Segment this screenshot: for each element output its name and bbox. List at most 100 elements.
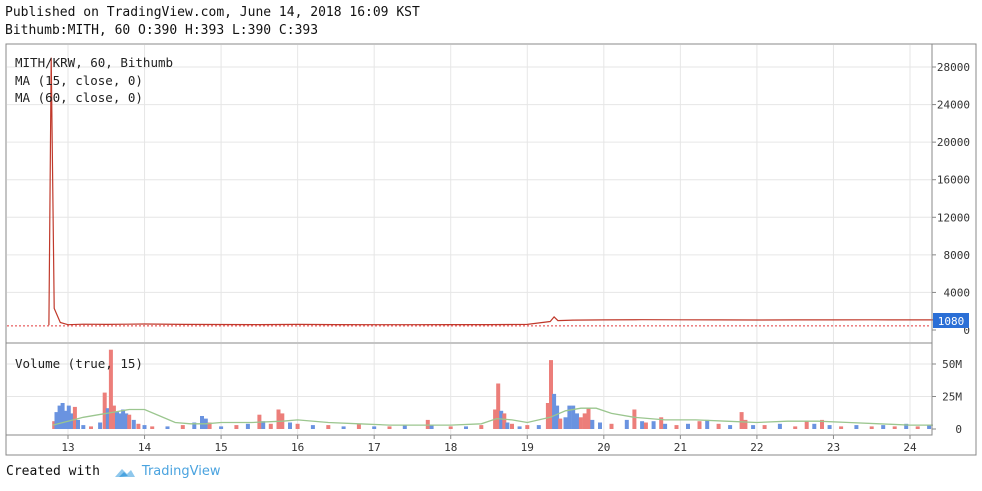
volume-bar (502, 413, 507, 429)
volume-bar (751, 425, 756, 429)
volume-bar (563, 417, 568, 429)
volume-bar (76, 419, 80, 429)
volume-bar (904, 423, 909, 429)
volume-bar (739, 412, 744, 429)
volume-bar (60, 403, 65, 429)
volume-bar (448, 426, 453, 429)
volume-bar (762, 425, 767, 429)
volume-bar (505, 422, 510, 429)
volume-bar (268, 423, 273, 429)
volume-bar (578, 417, 583, 429)
volume-bar (372, 426, 377, 429)
volume-bar (892, 426, 897, 429)
x-tick-label: 24 (903, 441, 917, 454)
volume-bar (72, 406, 77, 429)
tradingview-brand-link[interactable]: TradingView (141, 464, 221, 479)
volume-bar (598, 422, 602, 429)
price-series-line (48, 57, 933, 326)
volume-bar (288, 422, 292, 429)
volume-bar (54, 412, 59, 429)
volume-bar (121, 409, 126, 429)
volume-bar (63, 410, 68, 429)
volume-bar (261, 421, 266, 429)
volume-bar (820, 419, 824, 429)
volume-bar (869, 426, 874, 429)
volume-legend: Volume (true, 15) (15, 356, 143, 371)
volume-bar (295, 423, 300, 429)
volume-bar (571, 405, 576, 429)
volume-bar (124, 413, 129, 429)
footer: Created with TradingView (6, 464, 220, 479)
chart-outer-border (5, 43, 977, 456)
volume-bar (111, 405, 116, 429)
x-tick-label: 18 (444, 441, 457, 454)
volume-bar (812, 423, 817, 429)
volume-y-axis: 0 25M 50M (932, 358, 962, 436)
volume-bar (839, 426, 844, 429)
time-x-axis: 13 14 15 16 17 18 19 20 21 22 23 24 (61, 435, 917, 454)
volume-y-tick-label: 50M (942, 358, 962, 371)
volume-bar (927, 425, 932, 429)
price-y-tick-label: 0 (963, 324, 970, 337)
x-tick-label: 13 (61, 441, 74, 454)
volume-bar (98, 422, 103, 429)
volume-bar (200, 416, 204, 429)
volume-bar (705, 419, 710, 429)
price-y-tick-label: 20000 (937, 136, 970, 149)
volume-bar (640, 421, 645, 429)
volume-bar (310, 425, 315, 429)
price-grid (7, 45, 931, 342)
published-header: Published on TradingView.com, June 14, 2… (5, 5, 420, 20)
volume-bar (525, 425, 530, 429)
x-tick-label: 23 (827, 441, 840, 454)
volume-bar (356, 423, 361, 429)
volume-bar (854, 425, 859, 429)
volume-bar (804, 421, 809, 429)
volume-bar (165, 426, 170, 429)
volume-bar (127, 414, 132, 429)
volume-bar (552, 393, 557, 429)
x-tick-label: 15 (214, 441, 227, 454)
tradingview-logo-icon (114, 468, 135, 477)
volume-bar (326, 425, 331, 429)
volume-bar (793, 426, 798, 429)
volume-bar (142, 425, 147, 429)
volume-bar (915, 426, 920, 429)
volume-bar (728, 425, 733, 429)
x-tick-label: 20 (597, 441, 610, 454)
volume-bar (464, 426, 468, 429)
volume-bar (118, 413, 123, 429)
price-y-tick-label: 16000 (937, 174, 970, 187)
volume-bar (659, 417, 664, 429)
price-y-axis: 0 4000 8000 12000 16000 20000 24000 28000 (932, 61, 970, 337)
volume-bar (276, 409, 281, 429)
ohlc-header: Bithumb:MITH, 60 O:390 H:393 L:390 C:393 (5, 23, 319, 38)
volume-bar (663, 423, 668, 429)
volume-bar (674, 425, 679, 429)
price-y-tick-label: 4000 (944, 286, 971, 299)
volume-bar (555, 405, 560, 429)
volume-bar (545, 403, 550, 429)
volume-bar (387, 426, 392, 429)
volume-bar (609, 423, 614, 429)
volume-bar (207, 422, 212, 429)
symbol-legend: MITH/KRW, 60, Bithumb (15, 55, 173, 70)
x-tick-label: 14 (138, 441, 152, 454)
price-y-tick-label: 12000 (937, 211, 970, 224)
volume-bar (567, 405, 572, 429)
price-y-tick-label: 24000 (937, 99, 970, 112)
ma60-legend: MA (60, close, 0) (15, 90, 143, 105)
volume-y-tick-label: 25M (942, 391, 962, 404)
volume-bar (131, 419, 136, 429)
price-y-tick-label: 8000 (944, 249, 971, 262)
volume-bar (102, 392, 107, 429)
volume-y-tick-label: 0 (955, 423, 962, 436)
volume-bar (716, 423, 721, 429)
x-tick-label: 21 (674, 441, 687, 454)
volume-bar (81, 425, 86, 429)
volume-bar (341, 426, 346, 429)
volume-bar (586, 408, 591, 429)
volume-bar (108, 349, 113, 429)
volume-bar (643, 422, 648, 429)
